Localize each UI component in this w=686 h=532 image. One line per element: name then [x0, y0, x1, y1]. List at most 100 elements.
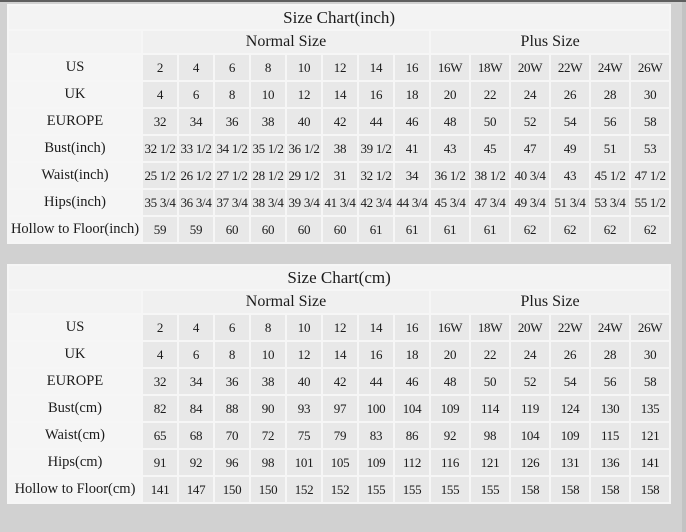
size-cell: 61 [429, 215, 471, 244]
size-cell: 34 [177, 367, 215, 396]
size-cell: 28 [589, 340, 631, 369]
table-row: EUROPE 32 34 36 38 40 42 44 46 48 50 52 54 56 58 [7, 107, 672, 136]
size-cell: 158 [509, 475, 551, 504]
size-cell: 38 1/2 [469, 161, 511, 190]
size-cell: 12 [285, 80, 323, 109]
size-cell: 158 [589, 475, 631, 504]
size-cell: 18W [469, 53, 511, 82]
size-cell: 155 [429, 475, 471, 504]
size-cell: 56 [589, 367, 631, 396]
size-cell: 121 [628, 421, 672, 450]
size-cell: 40 [285, 107, 323, 136]
table-row: Bust(cm) 82 84 88 90 93 97 100 104 109 114 119 124 13… [7, 394, 672, 423]
size-cell: 18 [393, 80, 431, 109]
size-cell: 98 [469, 421, 511, 450]
size-cell: 96 [213, 448, 251, 477]
group-header-normal-size: Normal Size [141, 29, 431, 55]
size-cell: 49 [549, 134, 591, 163]
size-cell: 36 [213, 367, 251, 396]
size-cell: 58 [628, 107, 672, 136]
size-cell: 20W [509, 53, 551, 82]
size-cell: 44 [357, 107, 395, 136]
size-cell: 62 [509, 215, 551, 244]
table-row: UK 4 6 8 10 12 14 16 18 20 22 24 26 28 30 [7, 80, 672, 109]
size-cell: 22 [469, 80, 511, 109]
size-cell: 6 [177, 80, 215, 109]
size-chart-page: Size Chart(inch) Normal Size Plus Size U… [0, 2, 686, 504]
size-cell: 43 [429, 134, 471, 163]
size-cell: 42 [321, 367, 359, 396]
size-cell: 119 [509, 394, 551, 423]
group-header-row: Normal Size Plus Size [7, 289, 672, 315]
size-cell: 93 [285, 394, 323, 423]
size-cell: 155 [393, 475, 431, 504]
page-right-edge [682, 2, 686, 532]
size-cell: 28 1/2 [249, 161, 287, 190]
size-cell: 86 [393, 421, 431, 450]
size-cell: 6 [213, 53, 251, 82]
size-cell: 112 [393, 448, 431, 477]
size-cell: 150 [213, 475, 251, 504]
size-cell: 24 [509, 80, 551, 109]
size-cell: 90 [249, 394, 287, 423]
size-cell: 45 [469, 134, 511, 163]
table-row: US 2 4 6 8 10 12 14 16 16W 18W 20W 22W 24W 26W [7, 53, 672, 82]
size-cell: 98 [249, 448, 287, 477]
size-cell: 152 [321, 475, 359, 504]
size-cell: 10 [285, 313, 323, 342]
size-cell: 38 [249, 107, 287, 136]
size-cell: 16 [357, 80, 395, 109]
size-cell: 14 [321, 340, 359, 369]
size-cell: 62 [589, 215, 631, 244]
size-cell: 115 [589, 421, 631, 450]
size-cell: 62 [628, 215, 672, 244]
size-cell: 48 [429, 107, 471, 136]
size-cell: 45 3/4 [429, 188, 471, 217]
size-cell: 60 [321, 215, 359, 244]
size-cell: 43 [549, 161, 591, 190]
size-cell: 47 1/2 [628, 161, 672, 190]
size-cell: 40 [285, 367, 323, 396]
size-cell: 26W [628, 313, 672, 342]
size-cell: 58 [628, 367, 672, 396]
size-cell: 88 [213, 394, 251, 423]
size-cell: 8 [249, 53, 287, 82]
size-cell: 20 [429, 80, 471, 109]
size-cell: 44 3/4 [393, 188, 431, 217]
size-cell: 4 [141, 340, 179, 369]
size-cell: 16W [429, 313, 471, 342]
size-cell: 65 [141, 421, 179, 450]
size-cell: 30 [628, 340, 672, 369]
row-label: Bust(cm) [7, 394, 143, 423]
size-cell: 116 [429, 448, 471, 477]
size-cell: 131 [549, 448, 591, 477]
size-cell: 47 [509, 134, 551, 163]
size-cell: 155 [469, 475, 511, 504]
size-cell: 105 [321, 448, 359, 477]
size-cell: 109 [549, 421, 591, 450]
size-cell: 68 [177, 421, 215, 450]
size-cell: 135 [628, 394, 672, 423]
size-cell: 114 [469, 394, 511, 423]
group-header-row: Normal Size Plus Size [7, 29, 672, 55]
size-cell: 59 [141, 215, 179, 244]
table-row: Bust(inch) 32 1/2 33 1/2 34 1/2 35 1/2 36 1/2… [7, 134, 672, 163]
size-cell: 32 [141, 107, 179, 136]
group-header-normal-size: Normal Size [141, 289, 431, 315]
size-cell: 104 [393, 394, 431, 423]
size-cell: 20 [429, 340, 471, 369]
size-cell: 152 [285, 475, 323, 504]
size-cell: 158 [628, 475, 672, 504]
size-cell: 26 1/2 [177, 161, 215, 190]
size-cell: 42 [321, 107, 359, 136]
size-cell: 36 1/2 [285, 134, 323, 163]
row-label: Hips(cm) [7, 448, 143, 477]
size-cell: 121 [469, 448, 511, 477]
size-cell: 14 [357, 53, 395, 82]
title-row: Size Chart(cm) [6, 264, 672, 291]
size-cell: 4 [141, 80, 179, 109]
row-label: EUROPE [7, 367, 143, 396]
size-cell: 6 [213, 313, 251, 342]
size-cell: 104 [509, 421, 551, 450]
table-row: Hips(cm) 91 92 96 98 101 105 109 112 116 121 126 131… [7, 448, 672, 477]
